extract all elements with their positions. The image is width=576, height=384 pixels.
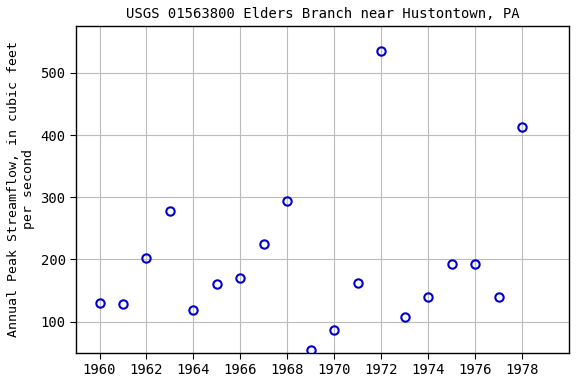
Title: USGS 01563800 Elders Branch near Hustontown, PA: USGS 01563800 Elders Branch near Hustont… xyxy=(126,7,520,21)
Y-axis label: Annual Peak Streamflow, in cubic feet
per second: Annual Peak Streamflow, in cubic feet pe… xyxy=(7,41,35,338)
